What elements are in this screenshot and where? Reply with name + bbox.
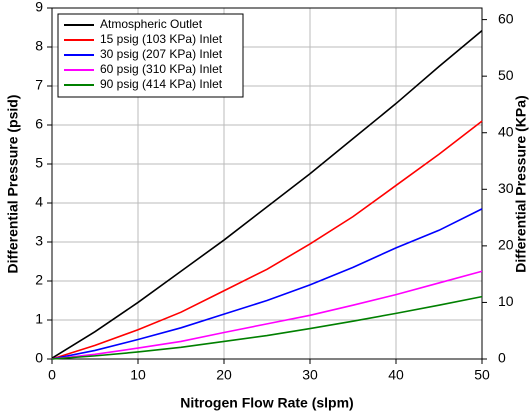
y-tick-label: 2	[35, 272, 43, 288]
series-line	[51, 208, 483, 360]
series-line	[51, 120, 483, 360]
x-tick-label: 0	[48, 367, 56, 383]
legend-label: 90 psig (414 KPa) Inlet	[100, 77, 223, 91]
x-tick-label: 30	[302, 367, 318, 383]
x-tick-label: 10	[130, 367, 146, 383]
y2-tick-label: 0	[498, 350, 506, 366]
y2-tick-label: 20	[498, 237, 514, 253]
y2-axis-label: Differential Pressure (KPa)	[513, 95, 529, 272]
y2-tick-label: 10	[498, 293, 514, 309]
series-line	[51, 295, 483, 360]
y-tick-label: 1	[35, 311, 43, 327]
y-tick-label: 9	[35, 0, 43, 15]
y-tick-label: 7	[35, 77, 43, 93]
plot-frame	[51, 7, 483, 360]
y-tick-label: 0	[35, 350, 43, 366]
y-tick-label: 5	[35, 155, 43, 171]
legend-label: Atmospheric Outlet	[100, 17, 203, 31]
x-axis-label: Nitrogen Flow Rate (slpm)	[180, 395, 353, 411]
y-tick-label: 8	[35, 38, 43, 54]
y-axis-label: Differential Pressure (psid)	[5, 95, 21, 274]
legend-label: 60 psig (310 KPa) Inlet	[100, 62, 223, 76]
y2-tick-label: 50	[498, 67, 514, 83]
y2-tick-label: 30	[498, 180, 514, 196]
y2-tick-label: 40	[498, 123, 514, 139]
y-tick-label: 6	[35, 116, 43, 132]
y2-tick-label: 60	[498, 10, 514, 26]
legend-label: 15 psig (103 KPa) Inlet	[100, 32, 223, 46]
x-tick-label: 40	[388, 367, 404, 383]
series-line	[51, 270, 483, 360]
y-tick-label: 3	[35, 233, 43, 249]
y-tick-label: 4	[35, 194, 43, 210]
legend-label: 30 psig (207 KPa) Inlet	[100, 47, 223, 61]
x-tick-label: 20	[216, 367, 232, 383]
series-line	[51, 30, 483, 359]
x-tick-label: 50	[474, 367, 490, 383]
